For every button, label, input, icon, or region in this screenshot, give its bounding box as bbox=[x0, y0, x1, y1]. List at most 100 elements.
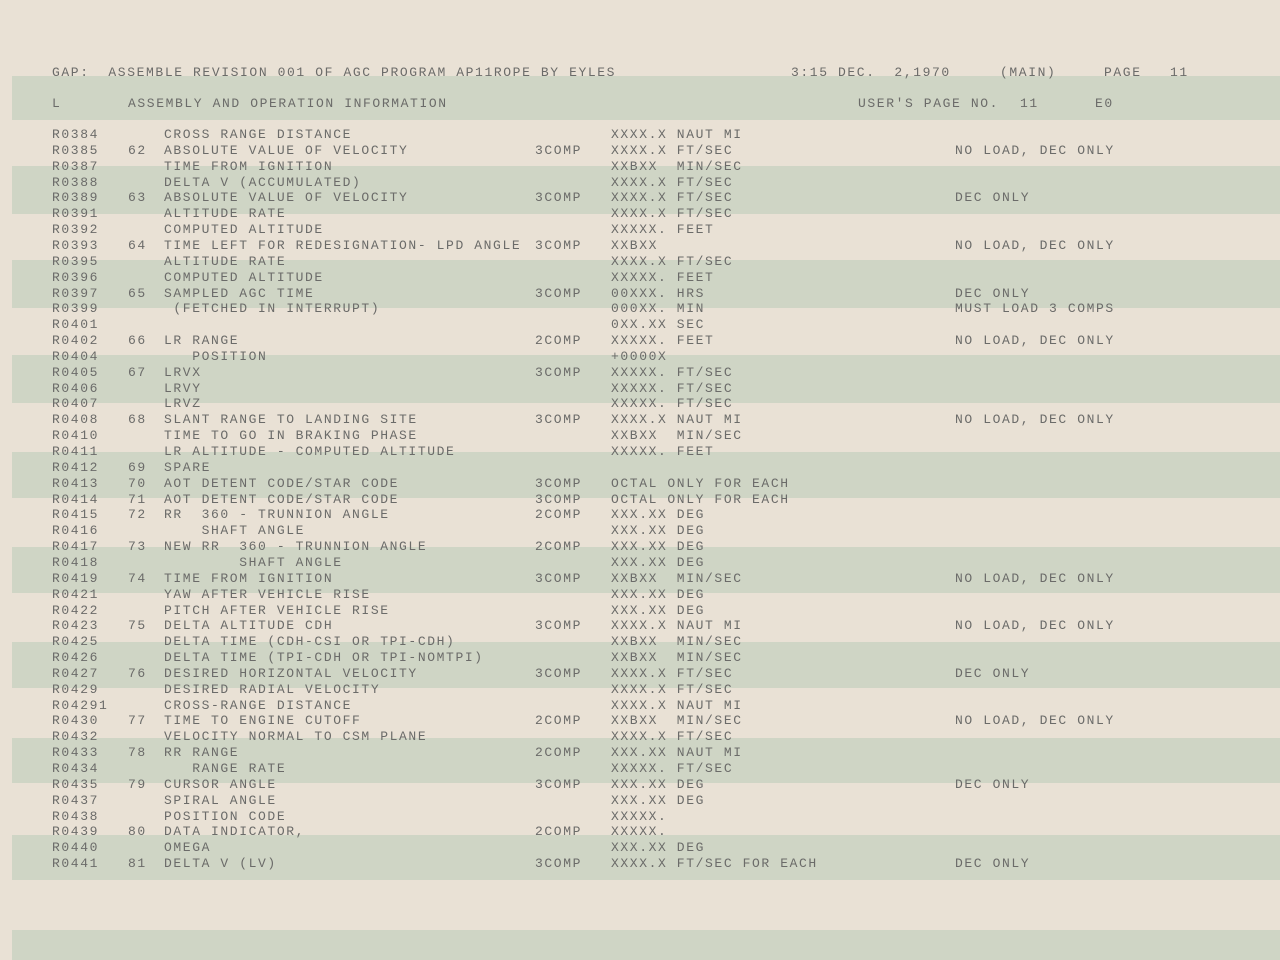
row-format: 00XXX. HRS bbox=[611, 285, 706, 301]
row-format: XXX.XX DEG bbox=[611, 539, 706, 555]
row-id: R0413 bbox=[52, 475, 100, 491]
row-id: R0408 bbox=[52, 412, 100, 428]
table-row: R0423 75 DELTA ALTITUDE CDH 3COMP XXXX.X NAU… bbox=[0, 619, 1280, 635]
row-id: R0423 bbox=[52, 618, 100, 634]
row-description: DELTA TIME (TPI-CDH OR TPI-NOMTPI) bbox=[164, 650, 484, 666]
row-number: 79 bbox=[128, 776, 147, 792]
row-id: R0419 bbox=[52, 570, 100, 586]
row-format: XXX.XX DEG bbox=[611, 840, 706, 856]
row-description: RR RANGE bbox=[164, 745, 240, 761]
row-format: +0000X bbox=[611, 348, 668, 364]
row-note: DEC ONLY bbox=[955, 190, 1031, 206]
row-id: R0410 bbox=[52, 428, 100, 444]
row-description: CURSOR ANGLE bbox=[164, 776, 277, 792]
row-description: SLANT RANGE TO LANDING SITE bbox=[164, 412, 418, 428]
table-row: R0408 68 SLANT RANGE TO LANDING SITE 3COMP X… bbox=[0, 413, 1280, 429]
row-format: XXXXX. bbox=[611, 808, 668, 824]
row-description: COMPUTED ALTITUDE bbox=[164, 222, 324, 238]
row-comp: 3COMP bbox=[535, 142, 583, 158]
table-row: R0434 RANGE RATE XXXXX. FT/SEC bbox=[0, 762, 1280, 778]
row-description: TIME TO GO IN BRAKING PHASE bbox=[164, 428, 418, 444]
row-description: AOT DETENT CODE/STAR CODE bbox=[164, 491, 400, 507]
row-format: XXBXX MIN/SEC bbox=[611, 713, 743, 729]
row-note: NO LOAD, DEC ONLY bbox=[955, 237, 1115, 253]
row-number: 81 bbox=[128, 856, 147, 872]
green-bar bbox=[12, 355, 1280, 403]
row-id: R0404 bbox=[52, 348, 100, 364]
green-bar bbox=[12, 452, 1280, 498]
row-note: NO LOAD, DEC ONLY bbox=[955, 412, 1115, 428]
table-row: R04291 CROSS-RANGE DISTANCE XXXX.X NAUT MI bbox=[0, 697, 1280, 715]
row-number: 74 bbox=[128, 570, 147, 586]
table-row: R0433 78 RR RANGE 2COMP XXX.XX NAUT MI bbox=[0, 746, 1280, 762]
table-row: R0425 DELTA TIME (CDH-CSI OR TPI-CDH) XXBX… bbox=[0, 635, 1280, 651]
row-format: 0XX.XX SEC bbox=[611, 317, 706, 333]
table-row: R0393 64 TIME LEFT FOR REDESIGNATION- LPD … bbox=[0, 237, 1280, 255]
row-comp: 3COMP bbox=[535, 190, 583, 206]
row-id: R0415 bbox=[52, 507, 100, 523]
row-number: 72 bbox=[128, 507, 147, 523]
row-description: OMEGA bbox=[164, 840, 212, 856]
green-bar bbox=[12, 930, 1280, 960]
row-description: RR 360 - TRUNNION ANGLE bbox=[164, 507, 390, 523]
row-description: POSITION CODE bbox=[164, 808, 287, 824]
row-comp: 3COMP bbox=[535, 856, 583, 872]
row-format: XXXX.X FT/SEC bbox=[611, 729, 734, 745]
table-row: R0385 62 ABSOLUTE VALUE OF VELOCITY 3COMP XX… bbox=[0, 142, 1280, 160]
row-number: 73 bbox=[128, 539, 147, 555]
row-format: XXBXX MIN/SEC bbox=[611, 158, 743, 174]
row-number: 70 bbox=[128, 475, 147, 491]
row-number: 67 bbox=[128, 364, 147, 380]
row-id: R0417 bbox=[52, 539, 100, 555]
table-row: R0427 76 DESIRED HORIZONTAL VELOCITY 3COMP X… bbox=[0, 666, 1280, 683]
row-comp: 3COMP bbox=[535, 285, 583, 301]
row-description: SAMPLED AGC TIME bbox=[164, 285, 315, 301]
row-comp: 2COMP bbox=[535, 824, 583, 840]
row-id: R0401 bbox=[52, 317, 100, 333]
row-description: DELTA ALTITUDE CDH bbox=[164, 618, 334, 634]
row-description: DELTA TIME (CDH-CSI OR TPI-CDH) bbox=[164, 634, 456, 650]
row-format: XXXX.X NAUT MI bbox=[611, 412, 743, 428]
row-format: XXXX.X FT/SEC bbox=[611, 253, 734, 269]
row-id: R0421 bbox=[52, 586, 100, 602]
row-id: R0393 bbox=[52, 237, 100, 253]
row-comp: 2COMP bbox=[535, 333, 583, 349]
row-id: R0430 bbox=[52, 713, 100, 729]
row-id: R0396 bbox=[52, 269, 100, 285]
row-format: XXXXX. FEET bbox=[611, 269, 715, 285]
row-description: RANGE RATE bbox=[164, 761, 287, 776]
row-id: R0434 bbox=[52, 761, 100, 776]
row-id: R0440 bbox=[52, 840, 100, 856]
row-id: R0385 bbox=[52, 142, 100, 158]
table-row: R0419 74 TIME FROM IGNITION 3COMP XXBXX MIN/… bbox=[0, 570, 1280, 588]
row-id: R0399 bbox=[52, 301, 100, 317]
row-id: R0432 bbox=[52, 729, 100, 745]
row-note: NO LOAD, DEC ONLY bbox=[955, 142, 1115, 158]
row-format: XXXX.X NAUT MI bbox=[611, 697, 743, 713]
row-id: R0391 bbox=[52, 206, 100, 222]
row-comp: 3COMP bbox=[535, 475, 583, 491]
row-description: PITCH AFTER VEHICLE RISE bbox=[164, 602, 390, 618]
row-format: XXXX.X FT/SEC bbox=[611, 190, 734, 206]
table-row: R0407 LRVZ XXXXX. FT/SEC bbox=[0, 397, 1280, 413]
row-description: DESIRED RADIAL VELOCITY bbox=[164, 681, 381, 697]
row-description: DATA INDICATOR, bbox=[164, 824, 306, 840]
row-comp: 2COMP bbox=[535, 539, 583, 555]
row-description: YAW AFTER VEHICLE RISE bbox=[164, 586, 371, 602]
row-note: NO LOAD, DEC ONLY bbox=[955, 570, 1115, 586]
row-note: NO LOAD, DEC ONLY bbox=[955, 713, 1115, 729]
table-row: R0439 80 DATA INDICATOR, 2COMP XXXXX. bbox=[0, 825, 1280, 841]
row-format: XXXX.X NAUT MI bbox=[611, 127, 743, 142]
row-note: DEC ONLY bbox=[955, 856, 1031, 872]
row-id: R0416 bbox=[52, 523, 100, 539]
page-number: 11 bbox=[1170, 65, 1189, 80]
row-note: NO LOAD, DEC ONLY bbox=[955, 333, 1115, 349]
row-id: R0414 bbox=[52, 491, 100, 507]
table-row: R0416 SHAFT ANGLE XXX.XX DEG bbox=[0, 524, 1280, 540]
row-id: R0388 bbox=[52, 174, 100, 190]
row-id: R0441 bbox=[52, 856, 100, 872]
row-number: 78 bbox=[128, 745, 147, 761]
row-id: R0406 bbox=[52, 380, 100, 396]
row-format: XXX.XX NAUT MI bbox=[611, 745, 743, 761]
table-row: R0391 ALTITUDE RATE XXXX.X FT/SEC bbox=[0, 207, 1280, 223]
